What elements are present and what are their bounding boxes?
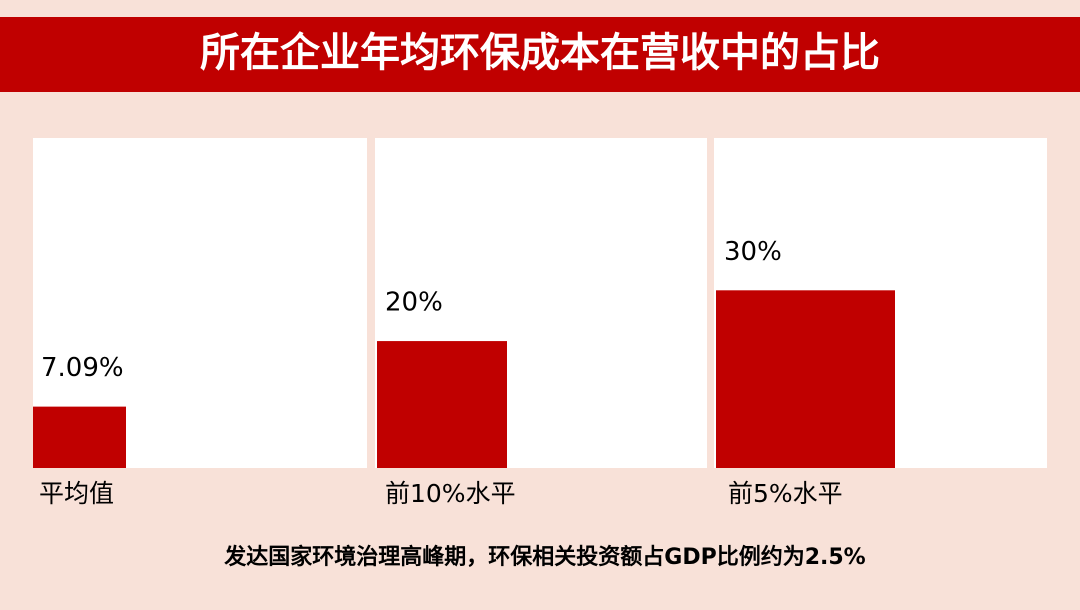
bar	[716, 290, 895, 468]
value-label: 30%	[724, 237, 782, 267]
x-tick-label: 前10%水平	[385, 479, 516, 508]
bar	[33, 406, 126, 468]
x-tick-label: 前5%水平	[728, 479, 843, 508]
bar	[377, 341, 507, 468]
x-tick-label: 平均值	[39, 479, 114, 508]
value-label: 7.09%	[41, 353, 124, 383]
value-label: 20%	[385, 288, 443, 318]
note: 发达国家环境治理高峰期，环保相关投资额占GDP比例约为2.5%	[223, 544, 865, 570]
title-banner	[0, 17, 1080, 92]
chart-title: 所在企业年均环保成本在营收中的占比	[200, 30, 880, 76]
